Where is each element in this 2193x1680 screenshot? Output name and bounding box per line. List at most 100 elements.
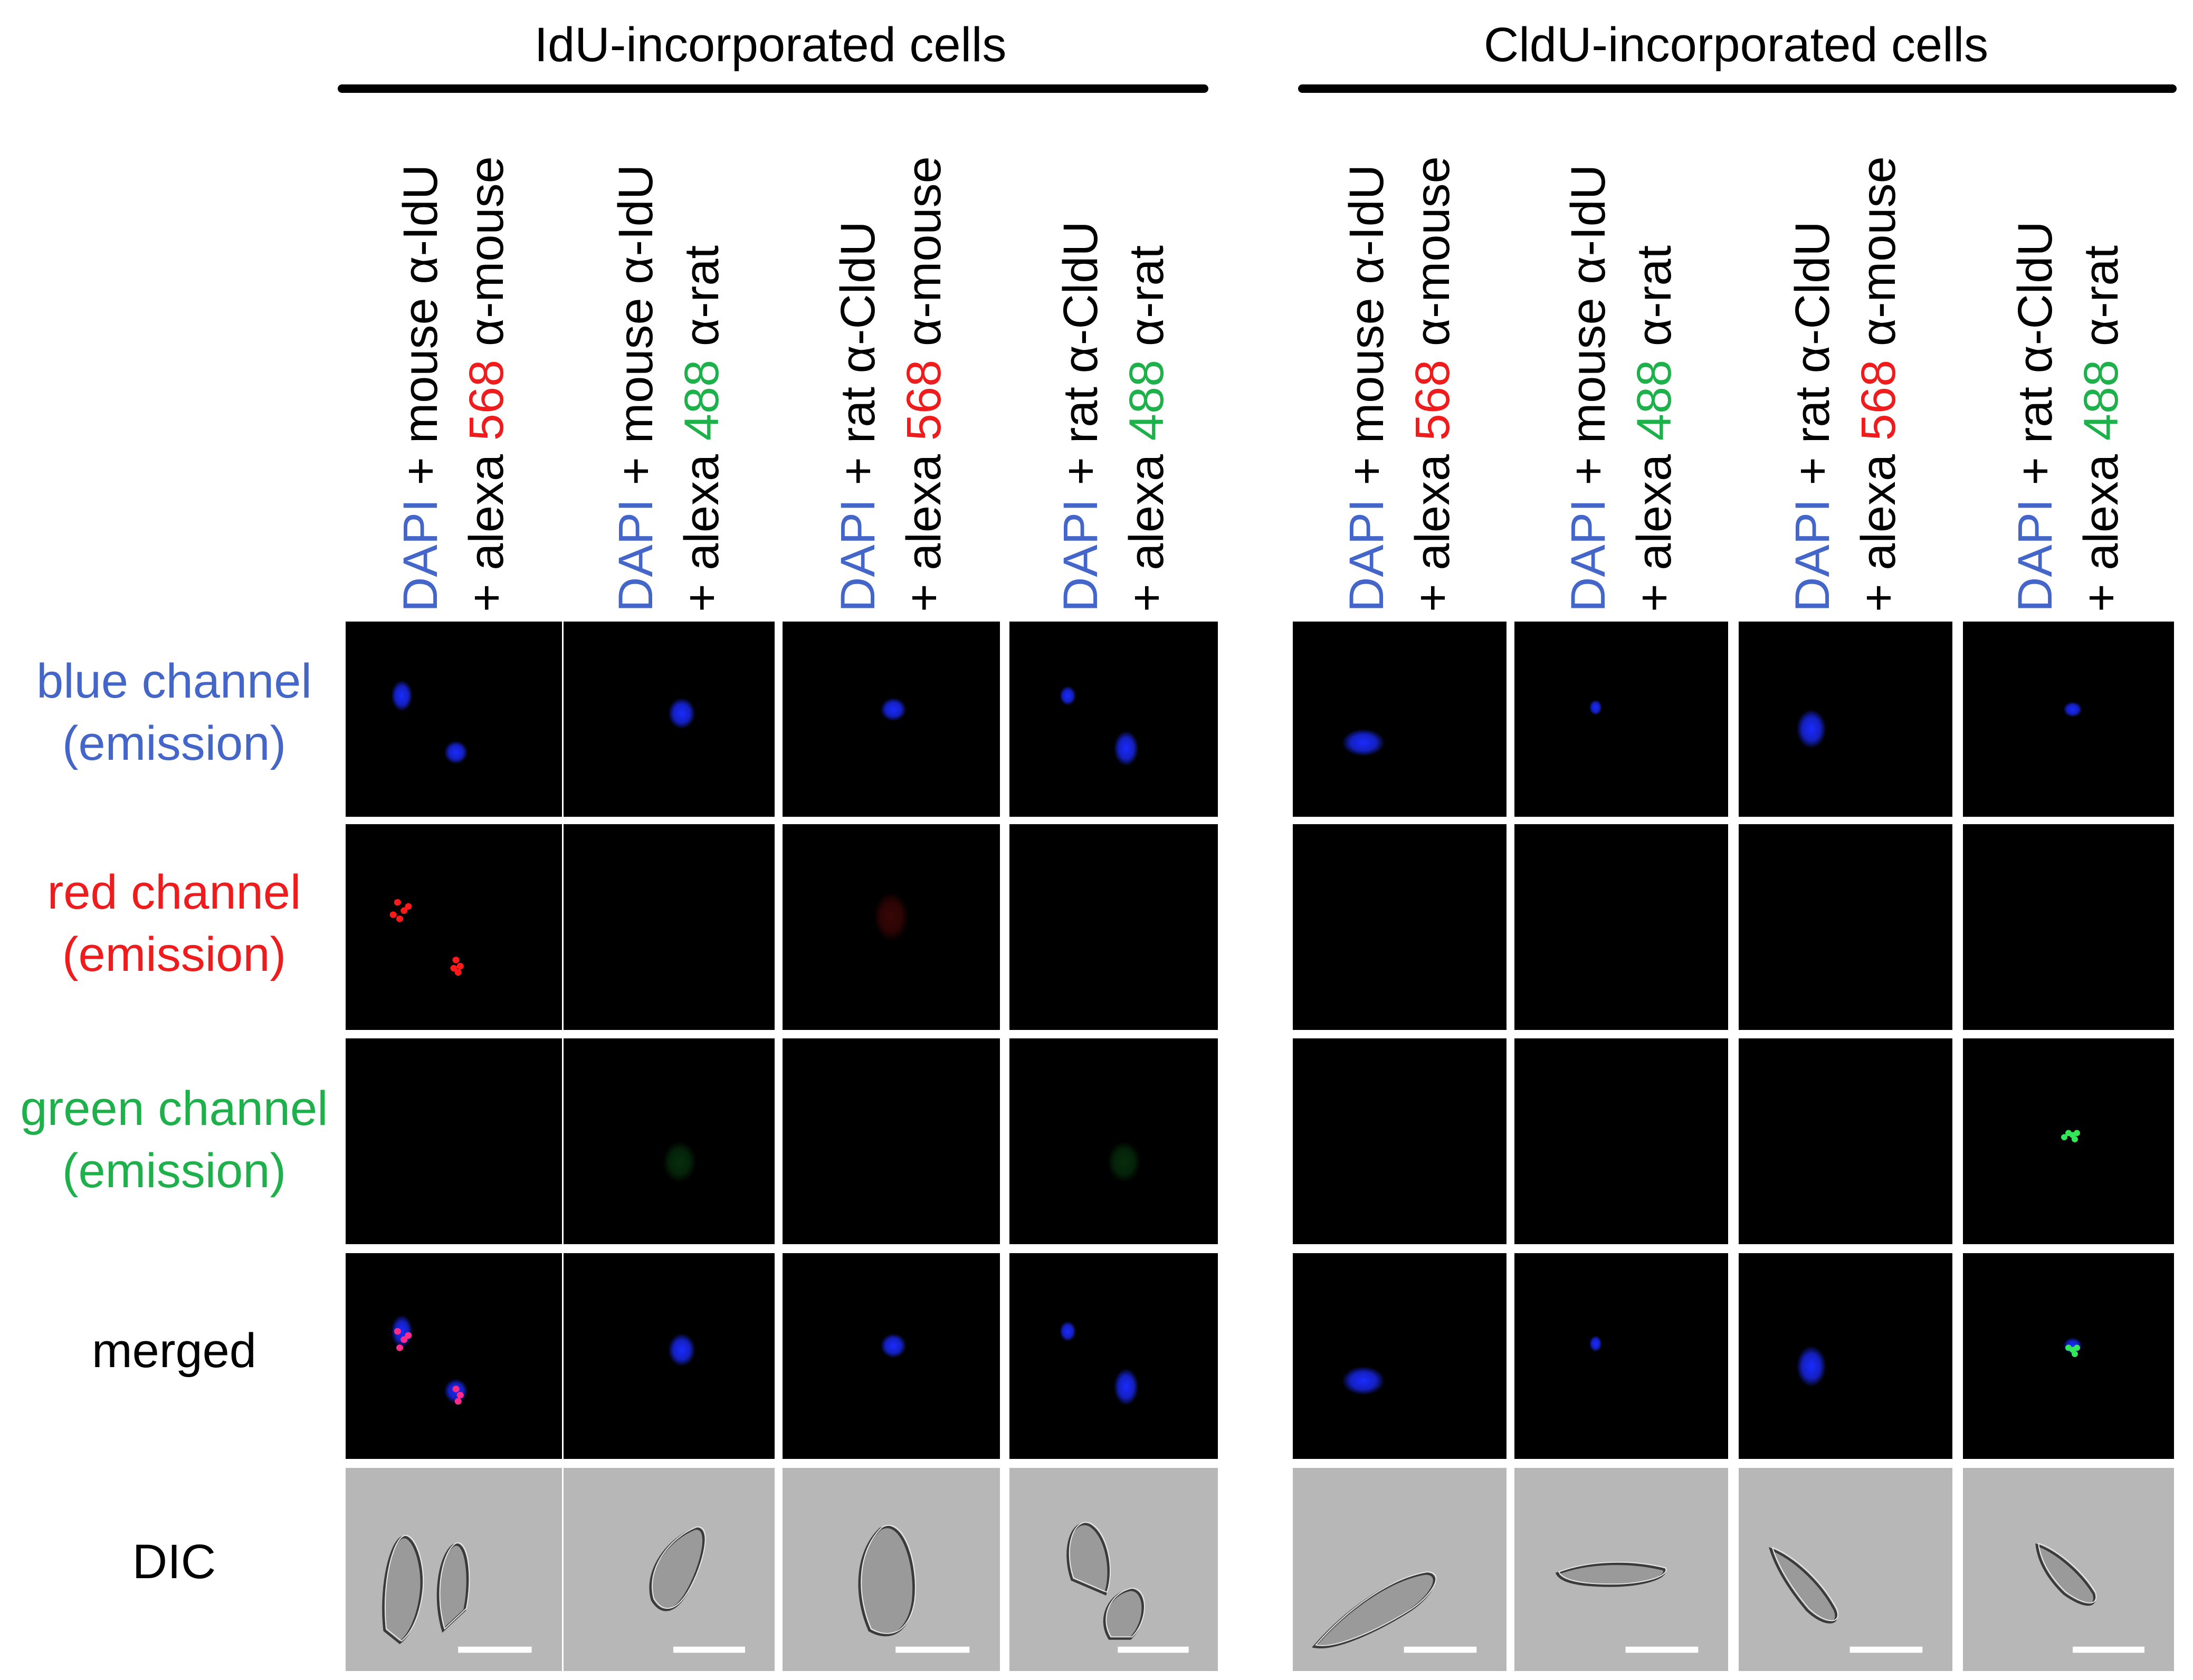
cell-outline — [649, 1527, 705, 1611]
signal-dot — [401, 907, 408, 914]
image-panel-green-col4 — [1009, 1038, 1218, 1244]
secondary-species-label: α-mouse — [460, 156, 513, 360]
signal-dot — [396, 915, 404, 922]
column-label-line1: DAPI + rat α-CldU — [825, 137, 891, 612]
image-panel-green-col2 — [564, 1038, 775, 1244]
nucleus-spot — [1796, 709, 1827, 749]
image-panel-dic-col2 — [564, 1468, 775, 1671]
dye-number-label: 488 — [2074, 359, 2128, 441]
cell-outline — [1768, 1547, 1838, 1624]
dapi-label: DAPI — [1339, 499, 1394, 612]
column-label-line2: + alexa 568 α-mouse — [1400, 137, 1466, 612]
image-panel-merged-col4 — [1009, 1253, 1218, 1459]
nucleus-spot — [391, 680, 413, 712]
row-label-line1: red channel — [47, 865, 301, 919]
image-panel-red-col2 — [564, 824, 775, 1030]
alexa-label: + alexa — [675, 454, 729, 612]
scale-bar — [2073, 1646, 2144, 1653]
image-panel-merged-col7 — [1739, 1253, 1952, 1459]
column-label-8: DAPI + rat α-CldU + alexa 488 α-rat — [2003, 137, 2134, 612]
image-panel-blue-col4 — [1009, 622, 1218, 817]
alexa-label: + alexa — [1627, 454, 1681, 612]
group-rule-idu — [338, 84, 1208, 93]
image-panel-blue-col7 — [1739, 622, 1952, 817]
nucleus-spot — [1589, 700, 1603, 715]
image-panel-dic-col3 — [783, 1468, 1000, 1671]
nucleus-spot — [1113, 1368, 1139, 1406]
image-panel-red-col1 — [346, 824, 562, 1030]
column-label-line2: + alexa 488 α-rat — [1622, 137, 1687, 612]
group-rule-cldu — [1298, 84, 2177, 93]
image-panel-green-col3 — [783, 1038, 1000, 1244]
image-panel-green-col8 — [1963, 1038, 2174, 1244]
nucleus-spot — [1796, 1345, 1827, 1387]
row-label-line1: green channel — [20, 1082, 328, 1135]
column-label-5: DAPI + mouse α-IdU + alexa 568 α-mouse — [1334, 137, 1466, 612]
column-label-line2: + alexa 488 α-rat — [2068, 137, 2134, 612]
image-panel-dic-col4 — [1009, 1468, 1218, 1671]
signal-dot — [452, 957, 460, 963]
antibody-primary-label: + mouse α-IdU — [1339, 164, 1394, 499]
row-label-blue: blue channel (emission) — [0, 650, 348, 775]
dye-number-label: 568 — [1405, 359, 1460, 441]
dye-number-label: 568 — [1851, 359, 1905, 441]
image-panel-blue-col3 — [783, 622, 1000, 817]
image-panel-blue-col5 — [1293, 622, 1507, 817]
signal-dot — [401, 1336, 408, 1343]
image-panel-dic-col7 — [1739, 1468, 1952, 1671]
row-label-line2: (emission) — [62, 928, 287, 981]
image-panel-green-col5 — [1293, 1038, 1507, 1244]
image-panel-red-col8 — [1963, 824, 2174, 1030]
nucleus-spot — [444, 740, 468, 765]
nucleus-spot — [668, 1333, 695, 1367]
alexa-label: + alexa — [1851, 454, 1905, 612]
image-panel-blue-col2 — [564, 622, 775, 817]
cell-outline — [1066, 1523, 1145, 1640]
secondary-species-label: α-rat — [2074, 245, 2128, 360]
scale-bar — [1849, 1646, 1923, 1653]
nucleus-spot — [1342, 729, 1385, 757]
signal-dot — [2072, 1351, 2078, 1357]
nucleus-spot — [668, 698, 695, 729]
image-panel-green-col1 — [346, 1038, 562, 1244]
image-panel-red-col5 — [1293, 824, 1507, 1030]
scale-bar — [1625, 1646, 1699, 1653]
column-label-2: DAPI + mouse α-IdU + alexa 488 α-rat — [603, 137, 735, 612]
dye-number-label: 488 — [675, 359, 729, 441]
alexa-label: + alexa — [460, 454, 513, 612]
image-panel-red-col4 — [1009, 824, 1218, 1030]
image-panel-blue-col6 — [1514, 622, 1728, 817]
column-label-6: DAPI + mouse α-IdU + alexa 488 α-rat — [1556, 137, 1687, 612]
dye-number-label: 568 — [897, 359, 951, 441]
column-label-line1: DAPI + rat α-CldU — [2003, 137, 2068, 612]
row-label-merged: merged — [0, 1320, 348, 1382]
alexa-label: + alexa — [897, 454, 951, 612]
nucleus-spot — [880, 1333, 907, 1358]
nucleus-spot — [1059, 1321, 1076, 1342]
secondary-species-label: α-rat — [675, 245, 729, 360]
cell-outline — [2035, 1543, 2096, 1606]
row-label-dic: DIC — [0, 1531, 348, 1593]
image-panel-red-col6 — [1514, 824, 1728, 1030]
image-panel-blue-col8 — [1963, 622, 2174, 817]
scale-bar — [673, 1646, 745, 1653]
secondary-species-label: α-rat — [1119, 245, 1174, 360]
image-panel-red-col3 — [783, 824, 1000, 1030]
image-panel-merged-col2 — [564, 1253, 775, 1459]
row-label-line1: DIC — [132, 1535, 216, 1589]
dapi-label: DAPI — [1561, 499, 1615, 612]
nucleus-spot — [1113, 731, 1139, 766]
secondary-species-label: α-mouse — [1405, 156, 1460, 360]
row-label-line2: (emission) — [62, 1144, 287, 1198]
nucleus-spot — [1059, 686, 1076, 706]
row-label-red: red channel (emission) — [0, 861, 348, 986]
dye-number-label: 488 — [1119, 359, 1174, 441]
column-label-line2: + alexa 568 α-mouse — [1846, 137, 1912, 612]
signal-dot — [450, 965, 457, 972]
image-panel-green-col6 — [1514, 1038, 1728, 1244]
alexa-label: + alexa — [2074, 454, 2128, 612]
column-label-4: DAPI + rat α-CldU + alexa 488 α-rat — [1048, 137, 1180, 612]
column-label-line1: DAPI + mouse α-IdU — [1334, 137, 1400, 612]
antibody-primary-label: + rat α-CldU — [2008, 221, 2062, 499]
dapi-label: DAPI — [2008, 499, 2062, 612]
